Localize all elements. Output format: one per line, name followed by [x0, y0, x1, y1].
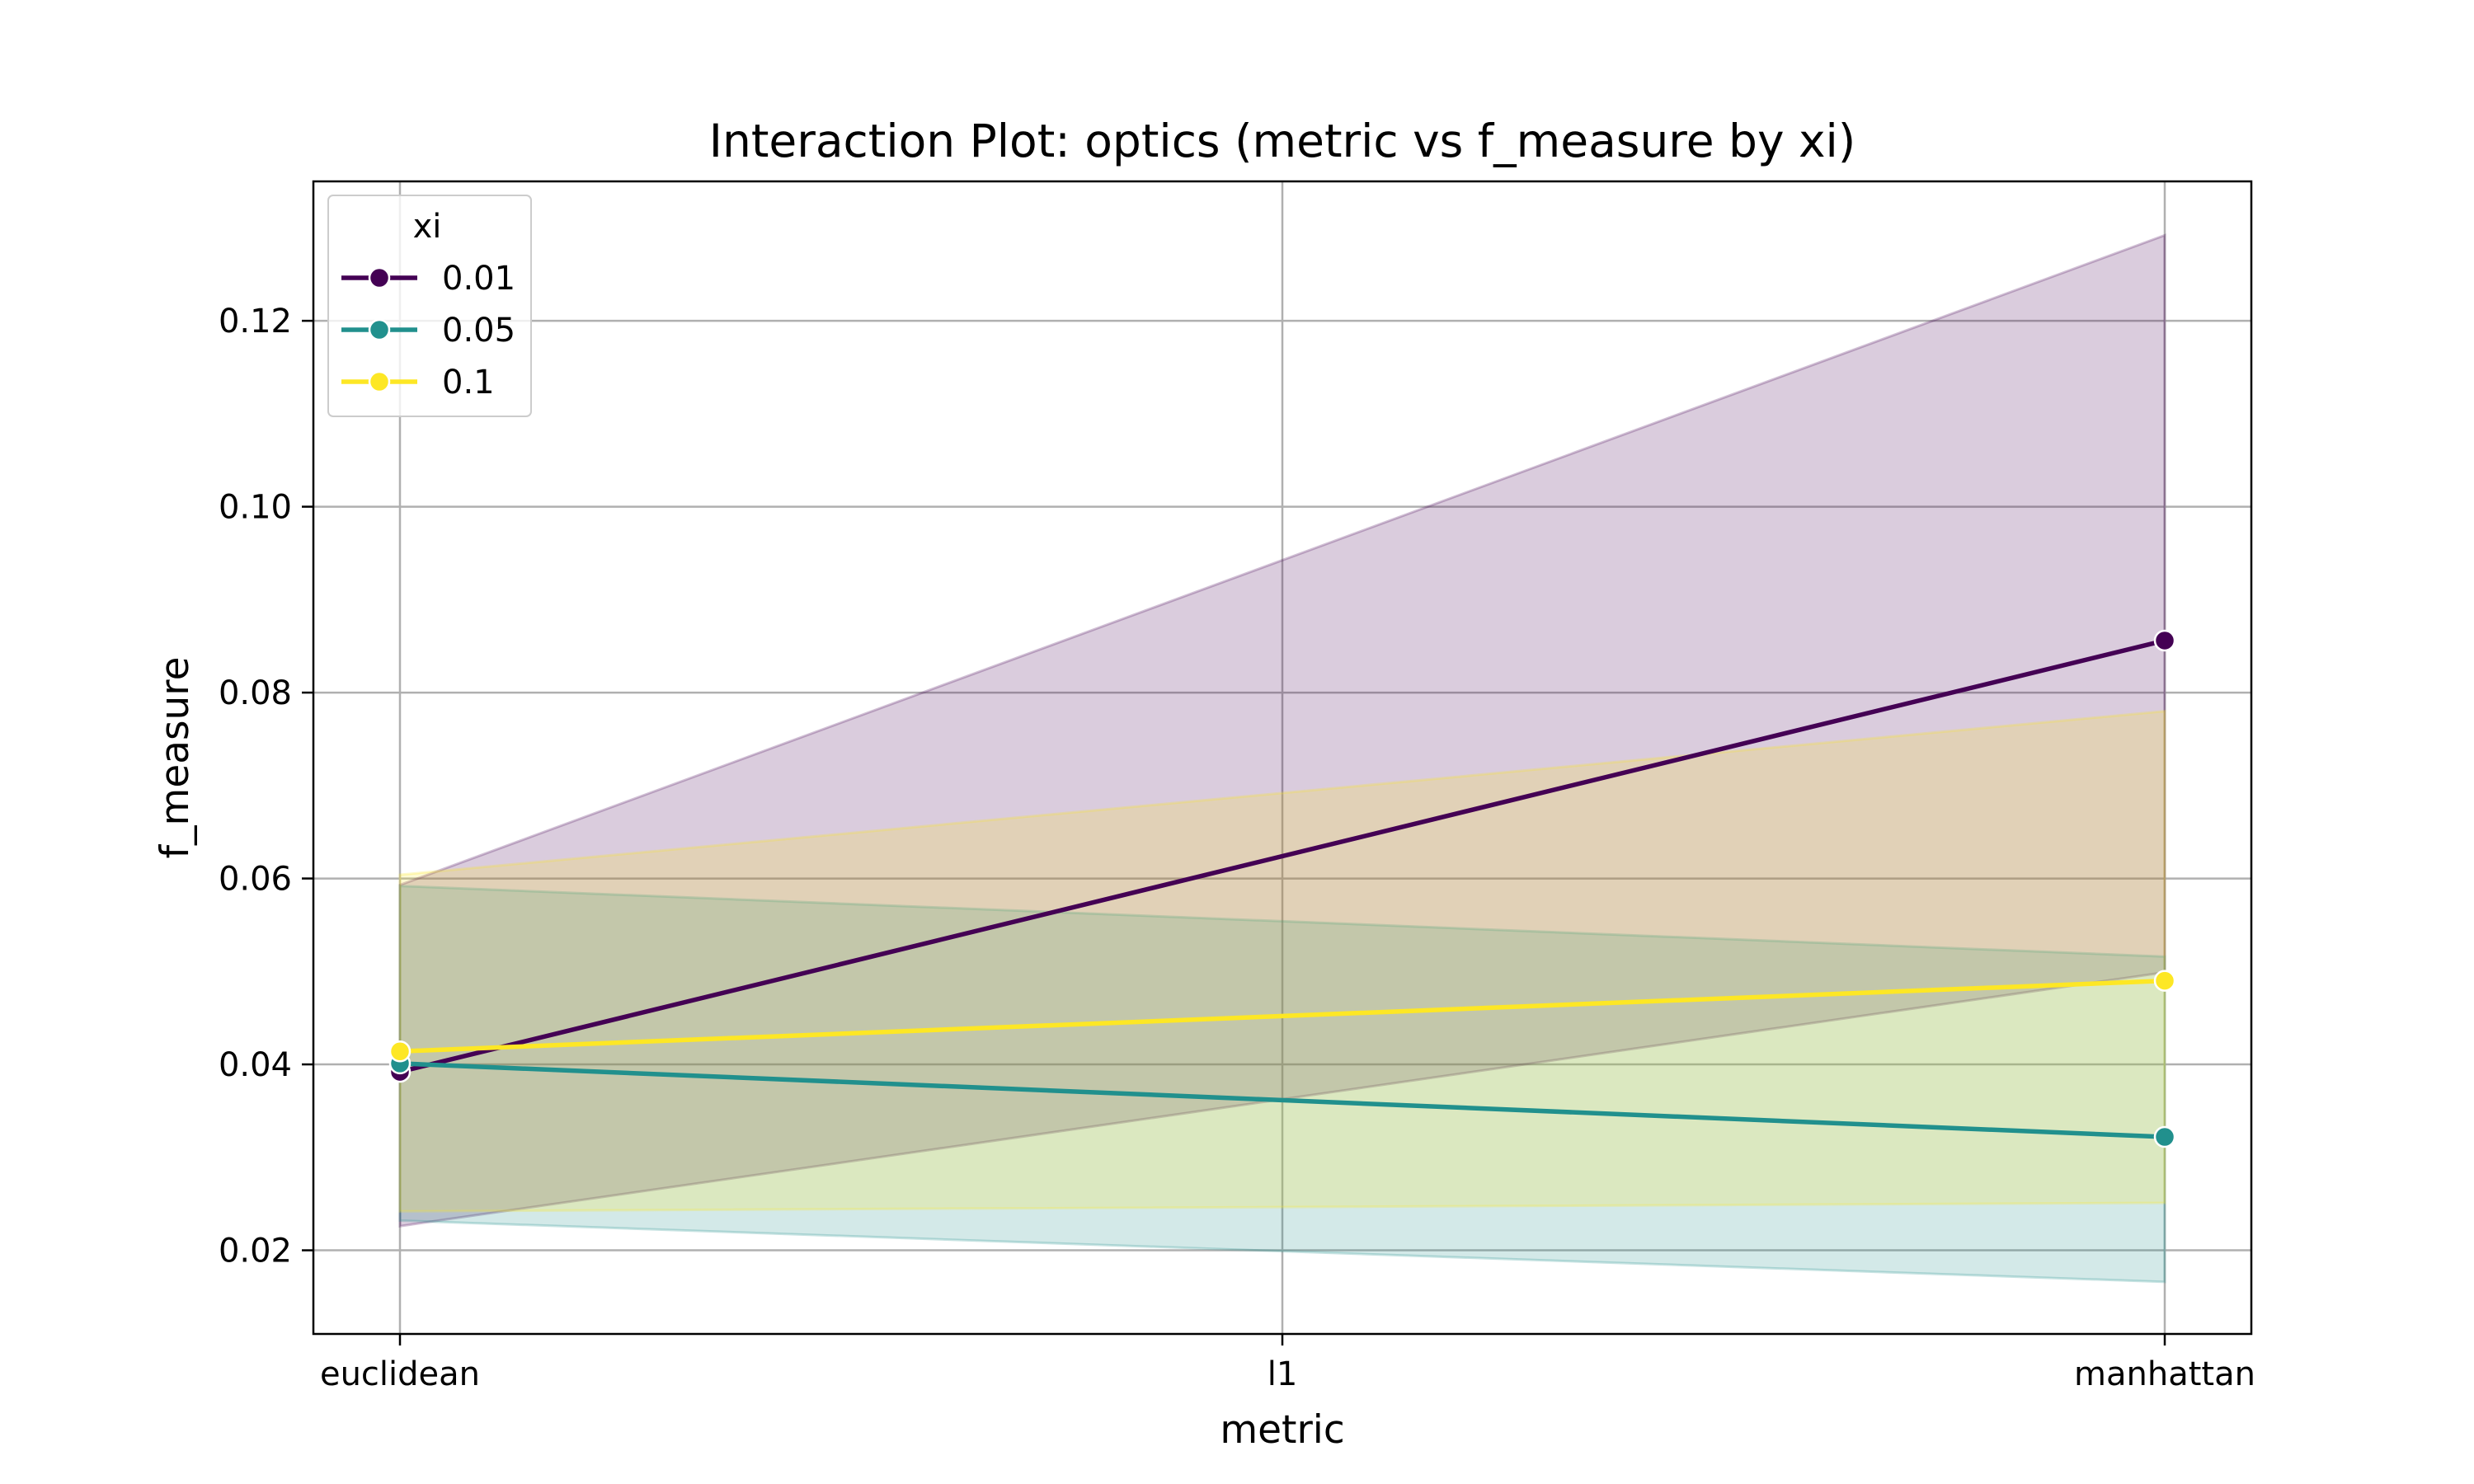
confidence-bands — [398, 233, 2166, 1284]
legend-label: 0.01 — [442, 260, 515, 298]
y-tick-label: 0.08 — [219, 674, 292, 712]
y-tick-label: 0.04 — [219, 1046, 292, 1084]
data-point — [2153, 629, 2176, 652]
y-tick-label: 0.10 — [219, 489, 292, 527]
data-point — [388, 1040, 412, 1063]
data-point — [2153, 970, 2176, 992]
series-line — [399, 1061, 2166, 1139]
data-point — [2153, 1125, 2176, 1148]
y-tick-label: 0.06 — [219, 861, 292, 899]
x-tick-label: euclidean — [320, 1355, 480, 1393]
legend-title: xi — [413, 208, 442, 246]
legend-label: 0.05 — [442, 312, 515, 350]
y-axis-label: f_measure — [153, 656, 198, 858]
series-line — [399, 638, 2166, 1074]
y-tick-label: 0.02 — [219, 1233, 292, 1270]
series-lines — [399, 638, 2166, 1139]
legend-marker — [368, 318, 391, 341]
legend-marker — [368, 370, 391, 393]
legend-box — [327, 195, 532, 417]
chart-title: Interaction Plot: optics (metric vs f_me… — [709, 115, 1856, 167]
axis-ticks: 0.02 0.04 0.06 0.08 0.10 0.12 euclidean l1 manha… — [219, 303, 2255, 1393]
legend-label: 0.1 — [442, 364, 495, 402]
grid-lines — [313, 181, 2251, 1334]
x-tick-label: manhattan — [2074, 1355, 2255, 1393]
ci-band — [398, 885, 2166, 1284]
legend-marker — [368, 266, 391, 289]
ci-band — [398, 709, 2166, 1213]
y-tick-label: 0.12 — [219, 303, 292, 340]
series-points — [388, 629, 2176, 1148]
series-line — [399, 978, 2166, 1054]
legend: xi 0.01 0.05 0.1 — [327, 195, 532, 417]
x-tick-label: l1 — [1268, 1355, 1298, 1393]
x-axis-label: metric — [1220, 1407, 1344, 1453]
legend-items: 0.01 0.05 0.1 — [341, 260, 515, 402]
